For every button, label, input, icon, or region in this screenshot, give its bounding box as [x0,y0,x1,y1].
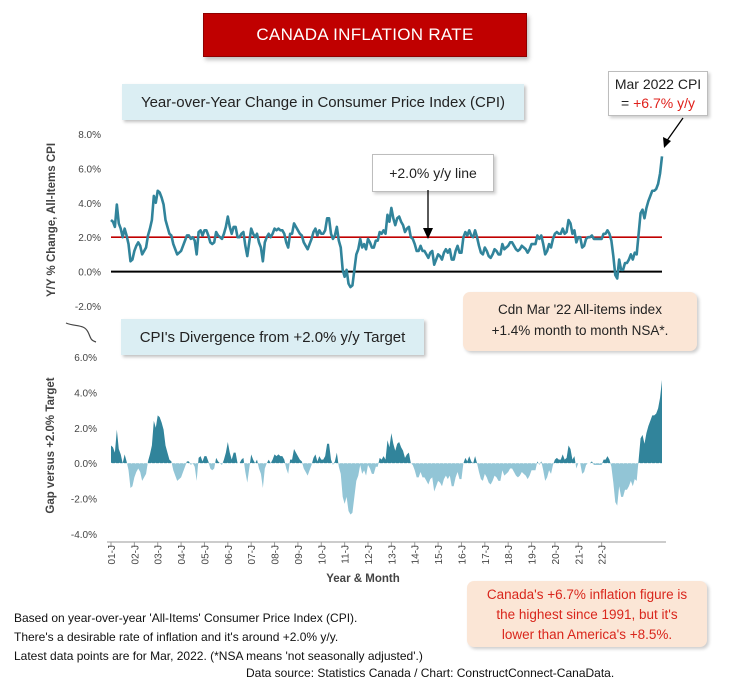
month-over-month-note: Cdn Mar '22 All-items index +1.4% month … [463,292,697,351]
latest-arrow-head [663,137,671,148]
data-source: Data source: Statistics Canada / Chart: … [246,666,615,680]
x-tick-label: 22-J [598,545,609,564]
annotations [65,117,684,343]
footnote-3: Latest data points are for Mar, 2022. (*… [14,649,423,663]
cpi-yoy-line [110,156,664,289]
top-y-tick-label: 2.0% [78,233,101,244]
x-tick-label: 17-J [481,545,492,564]
x-tick-label: 06-J [224,545,235,564]
top-y-tick-label: 4.0% [78,199,101,210]
x-tick-label: 02-J [130,545,141,564]
x-axis-label: Year & Month [326,573,399,585]
bottom-y-axis-label: Gap versus +2.0% Target [45,377,57,513]
x-tick-label: 09-J [294,545,305,564]
bottom-y-axis: -4.0% -2.0% 0.0% 2.0% 4.0% 6.0% Gap versus +2.… [45,353,97,541]
x-tick-label: 16-J [457,545,468,564]
latest-arrow-shaft [665,117,684,143]
latest-cpi-callout: Mar 2022 CPI = +6.7% y/y [608,71,708,116]
footnote-1: Based on year-over-year 'All-Items' Cons… [14,611,358,625]
month-over-month-note-line1: Cdn Mar '22 All-items index [498,302,662,317]
chart-title: CANADA INFLATION RATE [203,13,527,57]
x-tick-label: 08-J [271,545,282,564]
target-line-callout: +2.0% y/y line [372,154,494,192]
top-y-tick-label: 8.0% [78,130,101,141]
highest-since-note-line1: Canada's +6.7% inflation figure is [486,587,688,602]
gap-area-positive [111,380,662,464]
top-y-axis-label: Y/Y % Change, All-Items CPI [46,143,58,297]
x-tick-label: 05-J [200,545,211,564]
bottom-plot-area [111,380,662,515]
x-tick-label: 12-J [364,545,375,564]
bottom-y-tick-label: 6.0% [74,353,97,364]
top-panel-title: Year-over-Year Change in Consumer Price … [122,84,524,120]
month-over-month-note-line2: +1.4% month to month NSA*. [491,323,669,338]
highest-since-note-line2: the highest since 1991, but it's [496,607,678,622]
bottom-y-tick-label: 4.0% [74,388,97,399]
x-tick-label: 04-J [177,545,188,564]
top-y-tick-label: 0.0% [78,268,101,279]
x-tick-label: 11-J [341,545,352,564]
x-tick-label: 07-J [247,545,258,564]
highest-since-note-line3: lower than America's +8.5%. [501,627,673,642]
x-axis: 01-J 02-J 03-J 04-J 05-J 06-J 07-J 08-J 09-J 10-J… [107,541,666,585]
x-tick-label: 21-J [574,545,585,564]
bottom-y-tick-label: 2.0% [74,424,97,435]
x-tick-label: 18-J [504,545,515,564]
x-tick-label: 13-J [387,545,398,564]
latest-cpi-callout-label: Mar 2022 CPI [614,76,702,92]
latest-cpi-callout-value: +6.7% y/y [633,95,695,111]
bottom-y-tick-label: -4.0% [71,530,97,541]
highest-since-note: Canada's +6.7% inflation figure is the h… [467,581,707,647]
x-tick-label: 01-J [107,545,118,564]
bottom-panel-title: CPI's Divergence from +2.0% y/y Target [121,319,424,355]
latest-cpi-callout-value-row: = +6.7% y/y [609,94,707,113]
x-tick-label: 15-J [434,545,445,564]
x-tick-label: 14-J [411,545,422,564]
gap-area-negative [126,463,639,515]
top-y-axis: -2.0% 0.0% 2.0% 4.0% 6.0% 8.0% Y/Y % Change, A… [46,130,101,313]
top-plot-area [110,156,664,289]
x-tick-label: 10-J [317,545,328,564]
top-y-tick-label: -2.0% [75,302,101,313]
bottom-y-tick-label: 0.0% [74,459,97,470]
x-tick-label: 03-J [154,545,165,564]
x-tick-label: 20-J [551,545,562,564]
footnote-2: There's a desirable rate of inflation an… [14,630,339,644]
top-y-tick-label: 6.0% [78,164,101,175]
x-tick-label: 19-J [528,545,539,564]
bottom-y-tick-label: -2.0% [71,495,97,506]
axis-break-mark [65,322,97,343]
latest-cpi-callout-prefix: = [621,95,634,111]
target-arrow-head [423,228,433,239]
